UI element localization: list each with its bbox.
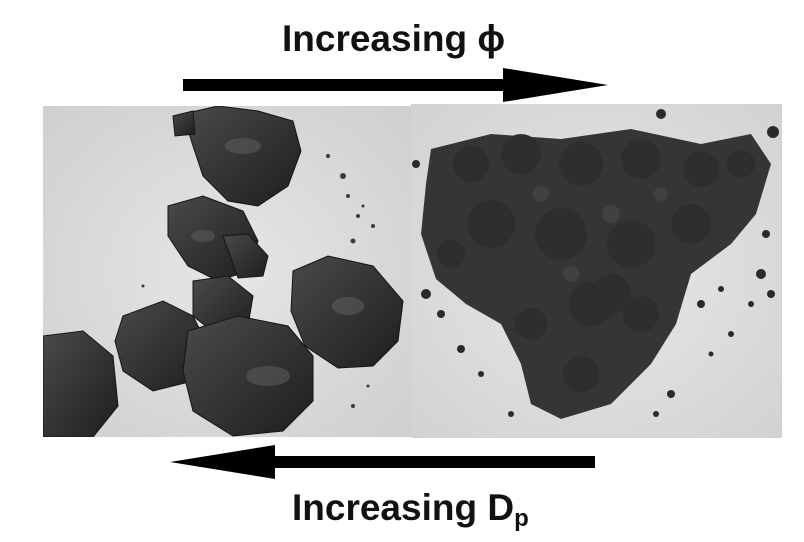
top-label-increasing-phi: Increasing ϕ [282,18,505,60]
subscript-p: p [514,505,529,532]
fine-powder-photo [411,104,782,438]
clay-lumps-photo [43,106,411,437]
bottom-label-increasing-dp: Increasing Dp [292,487,529,533]
bottom-label-text: Increasing D [292,487,515,528]
phi-symbol: ϕ [477,18,506,59]
right-arrow-icon [183,68,608,102]
left-arrow-icon [170,445,595,479]
top-label-text: Increasing [282,18,478,59]
